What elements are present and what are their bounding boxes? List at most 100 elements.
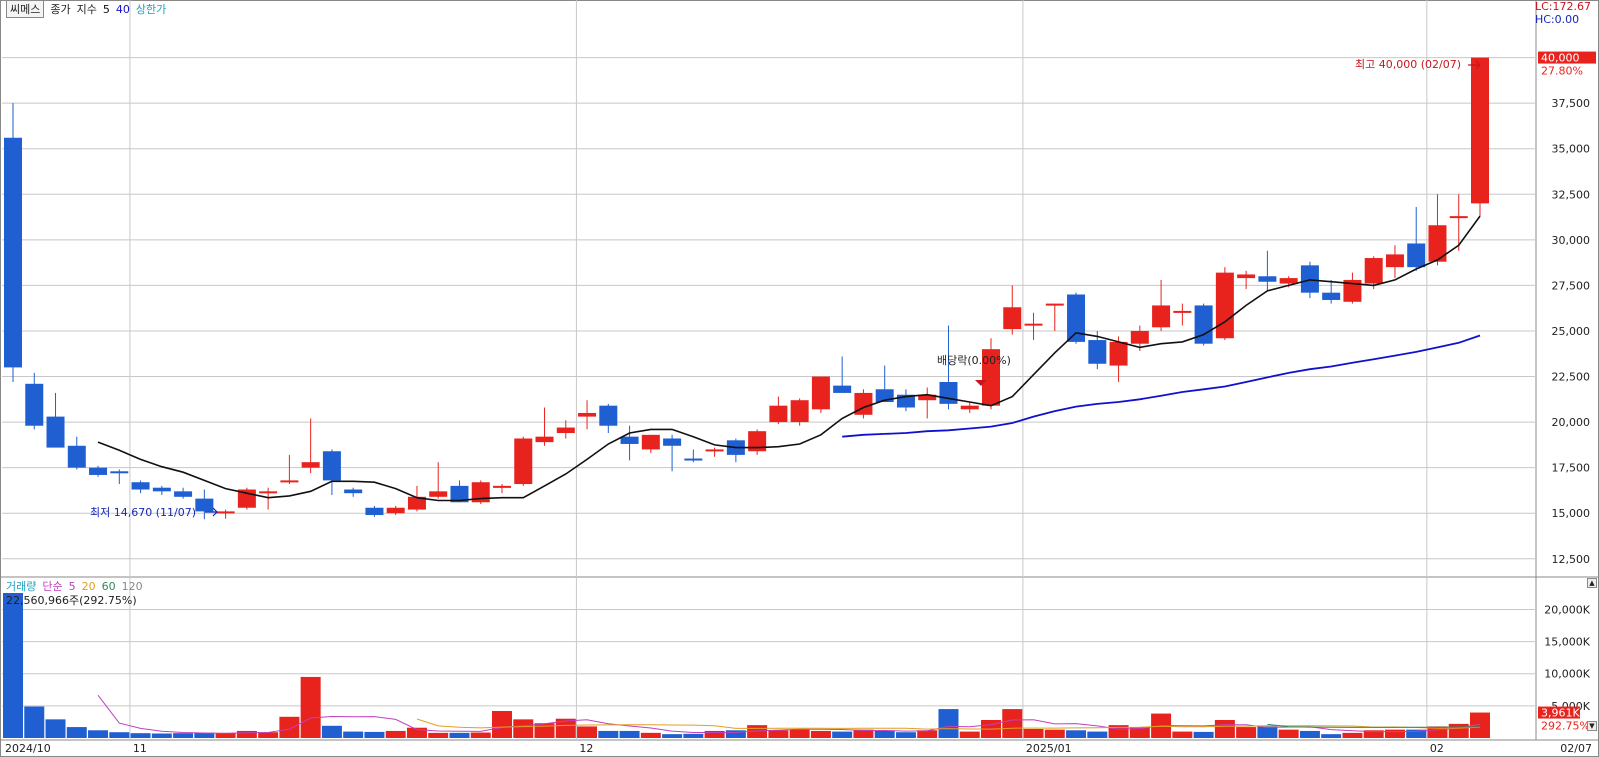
volume-bar[interactable] xyxy=(343,731,364,738)
volume-bar[interactable] xyxy=(24,706,45,738)
volume-bar[interactable] xyxy=(598,730,619,738)
stock-name[interactable]: 씨메스 xyxy=(6,0,45,18)
candle[interactable] xyxy=(386,505,405,516)
volume-bar[interactable] xyxy=(109,732,130,738)
candle[interactable] xyxy=(599,403,618,434)
volume-bar[interactable] xyxy=(959,731,980,738)
collapse-volume-icon[interactable]: ▲ xyxy=(1587,578,1597,588)
candle[interactable] xyxy=(4,103,22,382)
volume-bar[interactable] xyxy=(130,733,151,738)
candle[interactable] xyxy=(1152,279,1171,331)
candle[interactable] xyxy=(1045,303,1064,331)
candle[interactable] xyxy=(578,400,597,430)
volume-bar[interactable] xyxy=(1044,729,1065,738)
volume-bar[interactable] xyxy=(1406,729,1427,738)
candle[interactable] xyxy=(1343,272,1362,304)
volume-bar[interactable] xyxy=(470,732,491,738)
volume-bar[interactable] xyxy=(1087,731,1108,738)
volume-bar[interactable] xyxy=(236,730,257,738)
volume-bar[interactable] xyxy=(789,729,810,738)
candle[interactable] xyxy=(493,484,511,494)
candle[interactable] xyxy=(854,389,873,419)
volume-bar[interactable] xyxy=(853,729,874,738)
candle[interactable] xyxy=(195,489,214,520)
candle[interactable] xyxy=(152,485,171,495)
candle[interactable] xyxy=(769,396,788,424)
candle[interactable] xyxy=(514,436,533,486)
candle[interactable] xyxy=(1088,330,1107,370)
candle[interactable] xyxy=(365,505,384,517)
volume-bars[interactable] xyxy=(3,593,1490,738)
candle[interactable] xyxy=(131,480,150,494)
candle[interactable] xyxy=(684,449,703,463)
volume-bar[interactable] xyxy=(1299,730,1320,738)
candle[interactable] xyxy=(344,487,363,497)
volume-bar[interactable] xyxy=(1129,727,1150,738)
candle[interactable] xyxy=(1024,312,1043,341)
volume-bar[interactable] xyxy=(279,716,300,738)
candle[interactable] xyxy=(407,485,426,512)
volume-bar[interactable] xyxy=(1023,729,1044,738)
candle[interactable] xyxy=(1428,194,1447,266)
volume-bar[interactable] xyxy=(88,730,109,738)
candle[interactable] xyxy=(25,372,44,430)
volume-bar[interactable] xyxy=(555,718,576,738)
candle[interactable] xyxy=(918,387,937,419)
volume-bar[interactable] xyxy=(173,733,194,738)
volume-bar[interactable] xyxy=(321,725,342,738)
candle[interactable] xyxy=(471,480,490,505)
volume-bar[interactable] xyxy=(194,732,215,738)
volume-bar[interactable] xyxy=(1257,726,1278,738)
volume-bar[interactable] xyxy=(66,727,87,738)
volume-bar[interactable] xyxy=(1363,730,1384,738)
candle[interactable] xyxy=(322,449,341,495)
candle[interactable] xyxy=(450,480,469,503)
volume-bar[interactable] xyxy=(1427,726,1448,738)
candle[interactable] xyxy=(1237,270,1256,290)
candle[interactable] xyxy=(875,365,894,403)
candle[interactable] xyxy=(1173,303,1192,326)
candle[interactable] xyxy=(556,420,575,439)
volume-bar[interactable] xyxy=(810,730,831,738)
volume-bar[interactable] xyxy=(832,731,853,738)
volume-bar[interactable] xyxy=(1470,712,1490,738)
candle[interactable] xyxy=(535,407,554,446)
volume-bar[interactable] xyxy=(683,733,704,738)
candle[interactable] xyxy=(1322,279,1341,304)
volume-bar[interactable] xyxy=(406,727,427,738)
volume-bar[interactable] xyxy=(513,719,534,738)
volume-bar[interactable] xyxy=(1172,731,1193,738)
volume-bar[interactable] xyxy=(151,733,172,738)
volume-bar[interactable] xyxy=(385,730,406,738)
volume-bar[interactable] xyxy=(938,709,959,738)
candle[interactable] xyxy=(89,465,108,477)
candle[interactable] xyxy=(1449,194,1468,251)
volume-bar[interactable] xyxy=(917,730,938,738)
volume-bar[interactable] xyxy=(1342,732,1363,738)
candle[interactable] xyxy=(726,438,745,463)
candle[interactable] xyxy=(174,487,193,499)
candle[interactable] xyxy=(960,402,979,413)
candle[interactable] xyxy=(67,436,86,470)
volume-bar[interactable] xyxy=(492,711,512,738)
candle[interactable] xyxy=(1364,256,1383,290)
volume-bar[interactable] xyxy=(1236,727,1257,738)
volume-bar[interactable] xyxy=(1278,729,1299,738)
candle[interactable] xyxy=(1067,292,1086,344)
volume-bar[interactable] xyxy=(1321,734,1342,738)
volume-bar[interactable] xyxy=(428,732,449,738)
volume-bar[interactable] xyxy=(449,732,470,738)
candle[interactable] xyxy=(1471,57,1489,217)
volume-bar[interactable] xyxy=(640,732,661,738)
volume-bar[interactable] xyxy=(874,730,895,738)
volume-bar[interactable] xyxy=(1214,720,1235,738)
volume-bar[interactable] xyxy=(534,723,555,738)
candle[interactable] xyxy=(620,425,639,461)
candle[interactable] xyxy=(1385,245,1404,279)
candle[interactable] xyxy=(811,376,830,413)
candle[interactable] xyxy=(1215,267,1234,341)
candle[interactable] xyxy=(748,429,767,455)
scroll-down-icon[interactable]: ▼ xyxy=(1587,721,1597,731)
candle[interactable] xyxy=(1407,207,1426,271)
candle[interactable] xyxy=(237,487,256,510)
